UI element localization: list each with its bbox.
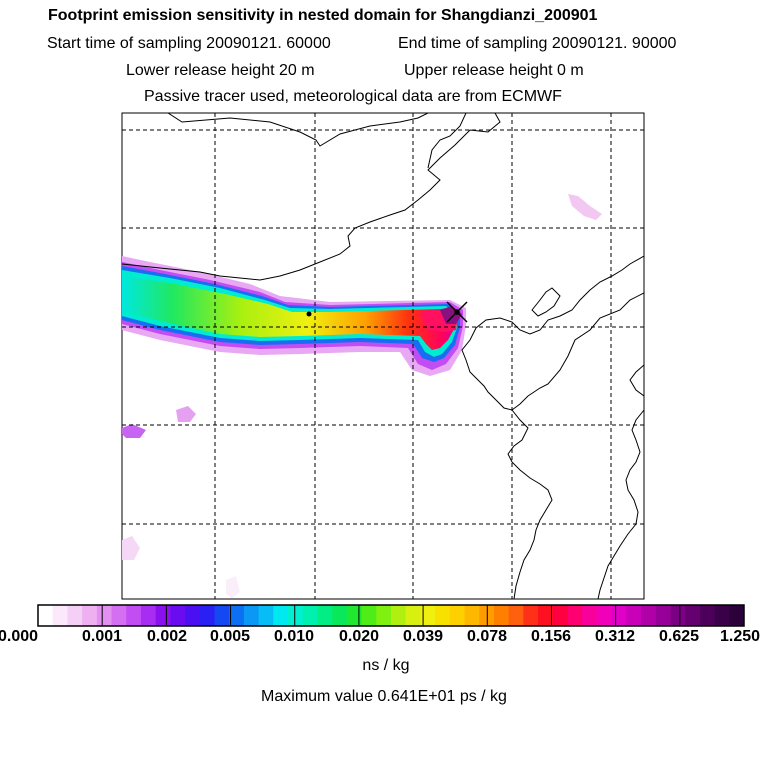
colorbar-swatch: [685, 605, 701, 626]
tracer-note: Passive tracer used, meteorological data…: [144, 88, 562, 105]
colorbar-swatch: [346, 605, 363, 626]
colorbar-swatch: [126, 605, 142, 626]
colorbar-swatch: [302, 605, 318, 626]
sampling-start-time: Start time of sampling 20090121. 60000: [47, 35, 331, 52]
colorbar-tick-label: 0.001: [81, 628, 123, 645]
colorbar-swatch: [391, 605, 407, 626]
colorbar-swatch: [67, 605, 83, 626]
colorbar-swatch: [52, 605, 68, 626]
maximum-value: Maximum value 0.641E+01 ps / kg: [261, 688, 507, 705]
colorbar-tick-label: 0.156: [530, 628, 572, 645]
colorbar-swatch: [361, 605, 377, 626]
colorbar-swatch: [140, 605, 157, 626]
patch-s: [226, 576, 240, 598]
colorbar-swatch: [243, 605, 260, 626]
colorbar-swatch: [214, 605, 230, 626]
colorbar-unit: ns / kg: [362, 657, 410, 674]
colorbar-tick-label: 0.002: [146, 628, 188, 645]
colorbar-swatch: [111, 605, 127, 626]
colorbar-swatch: [729, 605, 745, 626]
colorbar-tick-label: 0.020: [338, 628, 380, 645]
colorbar-swatch: [449, 605, 466, 626]
patch-w2: [122, 424, 146, 438]
colorbar-swatch: [596, 605, 613, 626]
colorbar-swatch: [405, 605, 421, 626]
receptor-marker: [446, 301, 468, 323]
secondary-point-marker: [306, 311, 312, 317]
colorbar-swatch: [420, 605, 436, 626]
coastlines: [122, 113, 644, 599]
colorbar-swatch: [655, 605, 671, 626]
colorbar-swatch: [82, 605, 98, 626]
colorbar: [37, 604, 745, 627]
map-frame: [121, 112, 645, 600]
lower-release-height: Lower release height 20 m: [126, 62, 315, 79]
colorbar-swatch: [611, 605, 627, 626]
colorbar-tick-label: 0.005: [209, 628, 251, 645]
colorbar-swatch: [435, 605, 451, 626]
colorbar-swatch: [641, 605, 657, 626]
colorbar-swatch: [552, 605, 568, 626]
colorbar-swatch: [670, 605, 686, 626]
colorbar-swatch: [332, 605, 348, 626]
colorbar-swatch: [229, 605, 245, 626]
colorbar-tick-label: 0.078: [466, 628, 508, 645]
colorbar-swatch: [38, 605, 54, 626]
colorbar-swatch: [626, 605, 642, 626]
figure-title: Footprint emission sensitivity in nested…: [48, 7, 598, 24]
colorbar-swatch: [317, 605, 333, 626]
patch-w1: [176, 406, 196, 422]
colorbar-tick-label: 1.250: [719, 628, 761, 645]
colorbar-tick-label: 0.625: [658, 628, 700, 645]
colorbar-swatch: [699, 605, 716, 626]
colorbar-swatch: [258, 605, 274, 626]
colorbar-swatch: [567, 605, 583, 626]
colorbar-swatch: [170, 605, 186, 626]
colorbar-swatch: [273, 605, 289, 626]
colorbar-swatch: [288, 605, 304, 626]
colorbar-swatch: [493, 605, 510, 626]
colorbar-swatch: [523, 605, 539, 626]
colorbar-tick-label: 0.010: [273, 628, 315, 645]
upper-release-height: Upper release height 0 m: [404, 62, 584, 79]
patch-sw: [122, 536, 140, 560]
colorbar-frame: [37, 604, 745, 627]
colorbar-swatch: [508, 605, 524, 626]
colorbar-swatch: [376, 605, 392, 626]
plume-core: [122, 276, 454, 350]
colorbar-swatch: [582, 605, 598, 626]
sampling-end-time: End time of sampling 20090121. 90000: [398, 35, 677, 52]
colorbar-swatch: [714, 605, 730, 626]
colorbar-swatch: [464, 605, 480, 626]
graticule: [122, 113, 644, 599]
colorbar-swatch: [155, 605, 171, 626]
colorbar-swatch: [96, 605, 113, 626]
colorbar-swatch: [538, 605, 554, 626]
colorbar-tick-label: 0.039: [402, 628, 444, 645]
patch-ne: [568, 194, 602, 220]
colorbar-swatch: [199, 605, 215, 626]
colorbar-tick-label: 0.312: [594, 628, 636, 645]
colorbar-swatch: [185, 605, 201, 626]
colorbar-tick-label: 0.000: [0, 628, 39, 645]
